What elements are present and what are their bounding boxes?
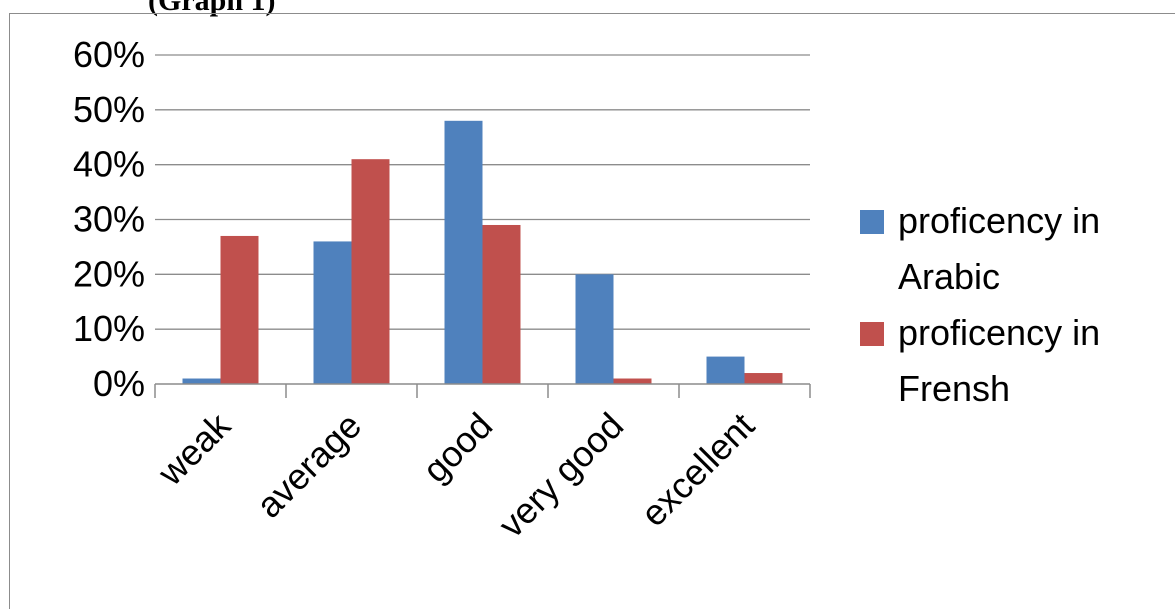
x-tick-label-excellent: excellent: [633, 405, 762, 534]
y-tick-label: 0%: [93, 363, 145, 404]
x-tick-label-weak: weak: [149, 404, 239, 494]
legend: proficency in Arabic proficency in Frensh: [860, 200, 1100, 409]
bar-proficency-in-arabic-average: [313, 241, 352, 384]
legend-label-line: Arabic: [898, 256, 1000, 297]
y-tick-label: 40%: [73, 144, 145, 185]
y-tick-label: 30%: [73, 199, 145, 240]
y-tick-label: 60%: [73, 34, 145, 75]
y-tick-labels: 0% 10% 20% 30% 40% 50% 60%: [73, 34, 145, 404]
figure-caption: (Graph 1): [148, 0, 276, 17]
bar-proficency-in-frensh-average: [351, 159, 390, 384]
legend-label-line: proficency in: [898, 312, 1100, 353]
y-tick-label: 20%: [73, 253, 145, 294]
bar-proficency-in-frensh-very-good: [613, 378, 652, 384]
bar-proficency-in-frensh-excellent: [744, 373, 783, 384]
bar-proficency-in-frensh-weak: [220, 235, 259, 384]
x-tick-label-good: good: [415, 405, 501, 491]
bar-proficency-in-arabic-weak: [182, 378, 221, 384]
bars: [182, 120, 783, 385]
axes: [154, 383, 811, 398]
legend-swatch-proficency-in-frensh: [860, 322, 884, 346]
legend-swatch-proficency-in-arabic: [860, 210, 884, 234]
legend-label-proficency-in-frensh: proficency in Frensh: [898, 312, 1100, 409]
x-tick-label-very-good: very good: [490, 405, 631, 546]
legend-label-line: proficency in: [898, 200, 1100, 241]
bar-proficency-in-frensh-good: [482, 224, 521, 384]
y-tick-label: 10%: [73, 308, 145, 349]
legend-label-proficency-in-arabic: proficency in Arabic: [898, 200, 1100, 297]
bar-proficency-in-arabic-excellent: [706, 356, 745, 384]
bar-proficency-in-arabic-very-good: [575, 274, 614, 384]
x-tick-label-average: average: [248, 405, 369, 526]
y-tick-label: 50%: [73, 89, 145, 130]
chart-frame: [9, 13, 1175, 609]
bar-proficency-in-arabic-good: [444, 120, 483, 385]
legend-label-line: Frensh: [898, 368, 1010, 409]
